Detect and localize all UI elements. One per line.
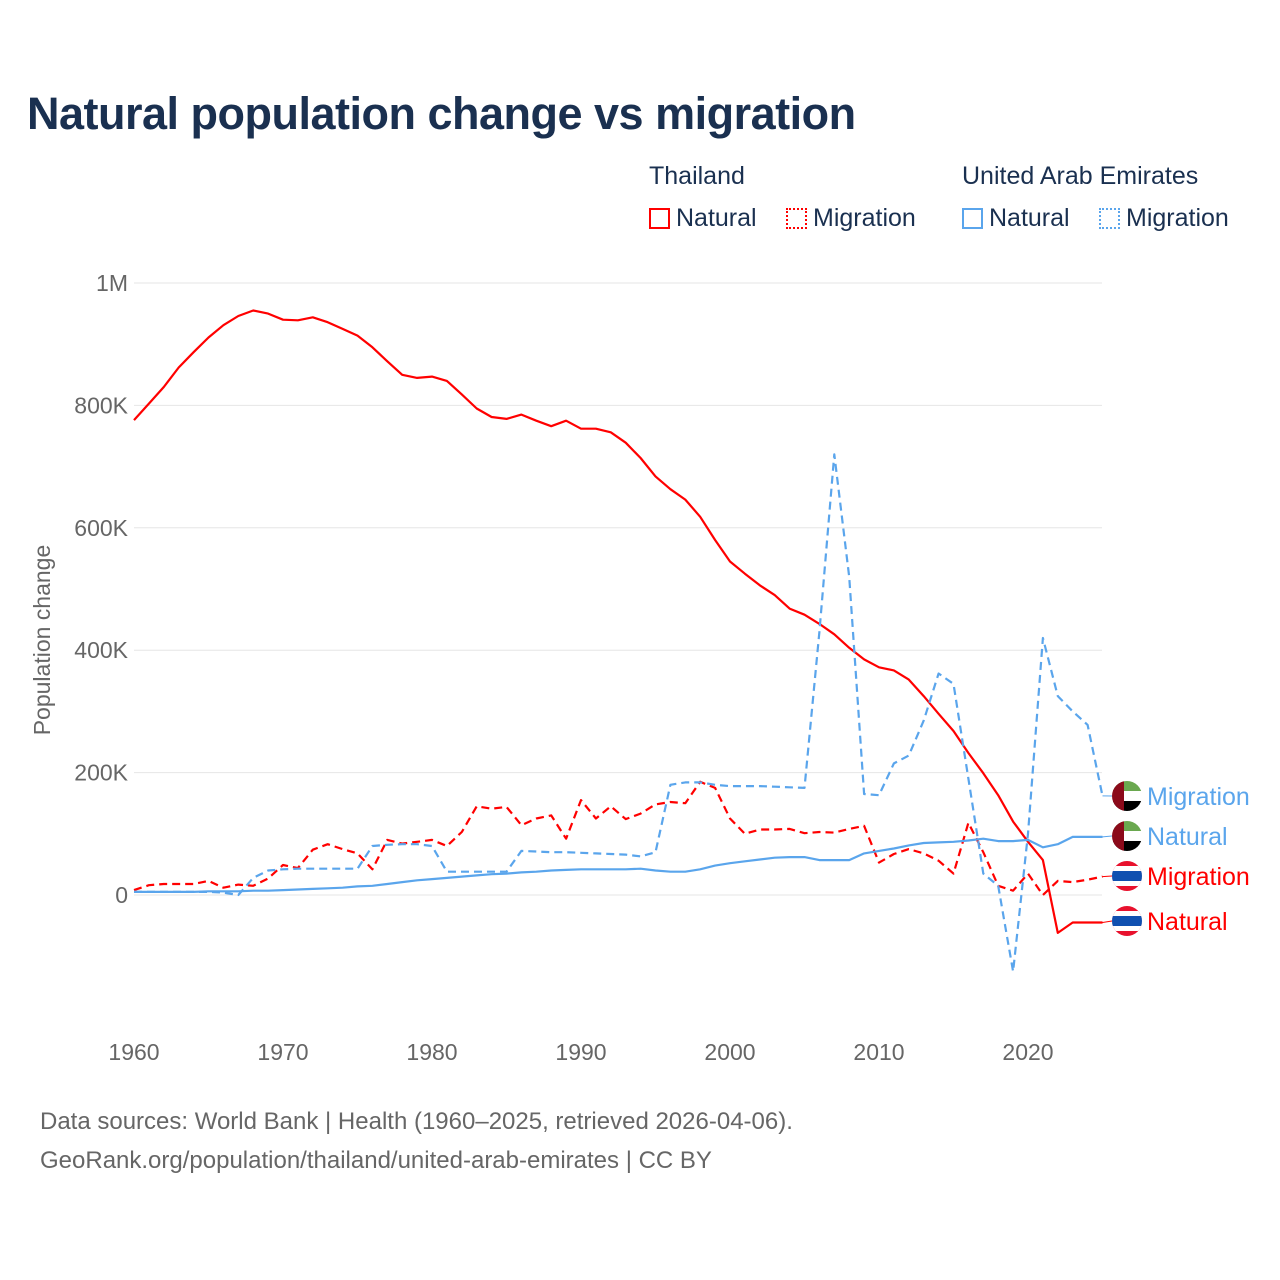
legend-label: Migration <box>1126 204 1229 232</box>
series-line-3 <box>134 453 1104 973</box>
series-end-label: Migration <box>1147 863 1250 891</box>
legend-label: Natural <box>676 204 757 232</box>
dotted-swatch-icon <box>1099 208 1120 229</box>
legend-item-uae-migration[interactable]: Migration <box>1099 204 1229 233</box>
flag-body <box>1112 781 1142 811</box>
flag-stripe <box>1112 871 1142 881</box>
series-end-label: Natural <box>1147 823 1228 851</box>
y-tick-label: 600K <box>74 515 128 541</box>
legend-label: Migration <box>813 204 916 232</box>
dotted-swatch-icon <box>786 208 807 229</box>
label-connector <box>1102 875 1113 878</box>
label-connector <box>1102 920 1113 924</box>
y-tick-label: 200K <box>74 760 128 786</box>
footer-link[interactable]: GeoRank.org/population/thailand/united-a… <box>40 1147 712 1174</box>
series-line-0 <box>133 309 1103 935</box>
uae-flag-icon <box>1112 821 1142 851</box>
series-end-label: Natural <box>1147 908 1228 936</box>
legend-label: Natural <box>989 204 1070 232</box>
thailand-flag-icon <box>1112 906 1142 936</box>
x-tick-label: 2020 <box>1002 1039 1053 1065</box>
y-tick-label: 0 <box>115 882 128 908</box>
flag-stripe <box>1112 821 1142 831</box>
x-tick-label: 1960 <box>108 1039 159 1065</box>
flag-stripe <box>1112 831 1142 841</box>
legend-group-title: United Arab Emirates <box>962 162 1199 190</box>
x-tick-label: 1970 <box>257 1039 308 1065</box>
footer-sources: Data sources: World Bank | Health (1960–… <box>40 1108 793 1135</box>
solid-swatch-icon <box>649 208 670 229</box>
label-connector <box>1102 835 1113 838</box>
legend-item-thailand-natural[interactable]: Natural <box>649 204 757 233</box>
series-line-2 <box>134 835 1103 894</box>
flag-stripe <box>1112 781 1142 791</box>
y-tick-label: 1M <box>96 270 128 296</box>
legend-group-title: Thailand <box>649 162 745 190</box>
solid-swatch-icon <box>962 208 983 229</box>
flag-body <box>1112 821 1142 851</box>
series-end-label: Migration <box>1147 783 1250 811</box>
flag-stripe <box>1112 821 1124 851</box>
chart-title: Natural population change vs migration <box>27 88 856 139</box>
x-tick-label: 1980 <box>406 1039 457 1065</box>
x-tick-label: 2000 <box>704 1039 755 1065</box>
y-axis-label: Population change <box>29 545 55 736</box>
thailand-flag-icon <box>1112 861 1142 891</box>
flag-stripe <box>1112 916 1142 926</box>
legend-group-thailand: Thailand Natural Migration <box>649 162 916 232</box>
flag-body <box>1112 906 1142 936</box>
flag-stripe <box>1112 841 1142 851</box>
legend-item-thailand-migration[interactable]: Migration <box>786 204 916 233</box>
flag-stripe <box>1112 801 1142 811</box>
uae-flag-icon <box>1112 781 1142 811</box>
y-tick-label: 800K <box>74 392 128 418</box>
x-tick-label: 2010 <box>853 1039 904 1065</box>
flag-stripe <box>1112 781 1124 811</box>
legend-group-uae: United Arab Emirates Natural Migration <box>962 162 1229 232</box>
flag-stripe <box>1112 791 1142 801</box>
legend-item-uae-natural[interactable]: Natural <box>962 204 1070 233</box>
chart-plot: 0 200K 400K 600K 800K 1M 1960 1970 1980 1990 2000 2… <box>29 270 1250 1065</box>
y-tick-label: 400K <box>74 637 128 663</box>
flag-body <box>1112 861 1142 891</box>
x-tick-label: 1990 <box>555 1039 606 1065</box>
series-line-1 <box>133 780 1103 897</box>
